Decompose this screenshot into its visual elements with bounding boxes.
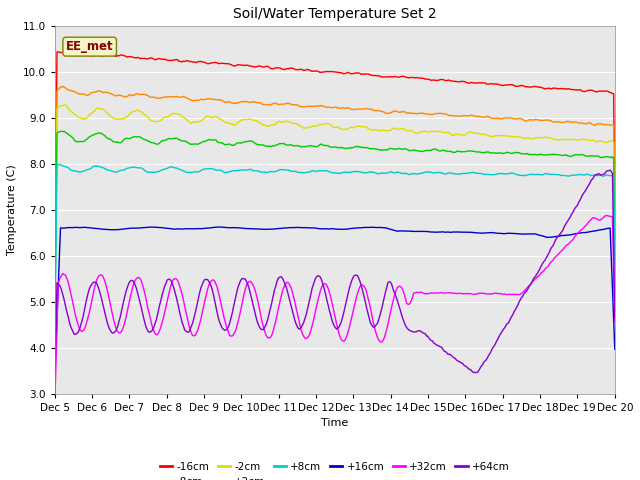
-16cm (226, 61, 234, 67)
+64cm (364, 311, 372, 317)
Line: +8cm: +8cm (54, 165, 615, 348)
Text: EE_met: EE_met (66, 40, 113, 53)
+32cm (287, 285, 294, 290)
+2cm (611, 248, 619, 253)
-16cm (72, 48, 79, 54)
-2cm (61, 102, 69, 108)
+2cm (561, 152, 568, 158)
-16cm (463, 80, 471, 86)
-8cm (561, 120, 568, 125)
-16cm (392, 74, 400, 80)
-2cm (392, 126, 400, 132)
+32cm (51, 408, 58, 413)
+16cm (561, 233, 568, 239)
+32cm (391, 291, 399, 297)
-16cm (561, 86, 568, 92)
+8cm (288, 168, 296, 174)
+64cm (606, 167, 614, 173)
Line: +16cm: +16cm (54, 227, 615, 380)
Line: -16cm: -16cm (54, 51, 615, 291)
+16cm (226, 225, 234, 231)
Line: +32cm: +32cm (54, 216, 615, 410)
Line: +64cm: +64cm (54, 170, 615, 382)
-16cm (365, 72, 373, 77)
-2cm (463, 131, 471, 136)
+8cm (54, 162, 62, 168)
-2cm (226, 120, 234, 126)
+16cm (392, 228, 400, 234)
+8cm (611, 261, 619, 267)
+2cm (58, 128, 65, 134)
+2cm (288, 142, 296, 148)
Line: -8cm: -8cm (54, 86, 615, 311)
+64cm (559, 226, 567, 232)
+8cm (561, 173, 568, 179)
+16cm (216, 224, 223, 230)
+64cm (463, 364, 470, 370)
-8cm (365, 106, 373, 112)
-2cm (611, 237, 619, 242)
+8cm (51, 345, 58, 351)
+32cm (559, 246, 567, 252)
+2cm (365, 146, 373, 152)
+64cm (225, 323, 233, 328)
Title: Soil/Water Temperature Set 2: Soil/Water Temperature Set 2 (233, 7, 436, 21)
+8cm (226, 168, 234, 174)
-2cm (365, 126, 373, 132)
-16cm (51, 288, 58, 294)
+64cm (391, 291, 399, 297)
+2cm (51, 330, 58, 336)
+32cm (225, 331, 233, 336)
+64cm (51, 379, 58, 385)
+2cm (463, 148, 471, 154)
+16cm (365, 225, 373, 230)
-8cm (59, 84, 67, 89)
-8cm (463, 113, 471, 119)
Legend: -16cm, -8cm, -2cm, +2cm, +8cm, +16cm, +32cm, +64cm: -16cm, -8cm, -2cm, +2cm, +8cm, +16cm, +3… (156, 457, 514, 480)
+16cm (51, 377, 58, 383)
-2cm (288, 120, 296, 126)
+32cm (364, 295, 372, 301)
+32cm (611, 319, 619, 324)
Line: -2cm: -2cm (54, 105, 615, 321)
+8cm (463, 170, 471, 176)
-8cm (288, 102, 296, 108)
+16cm (463, 229, 471, 235)
+8cm (392, 169, 400, 175)
+64cm (611, 315, 619, 321)
+32cm (603, 213, 611, 218)
-16cm (288, 65, 296, 71)
-8cm (392, 108, 400, 114)
+8cm (365, 169, 373, 175)
-16cm (611, 200, 619, 206)
+2cm (226, 142, 234, 147)
Line: +2cm: +2cm (54, 131, 615, 333)
+16cm (611, 347, 619, 352)
-2cm (51, 318, 58, 324)
Y-axis label: Temperature (C): Temperature (C) (7, 165, 17, 255)
+2cm (392, 146, 400, 152)
-8cm (226, 99, 234, 105)
-2cm (561, 137, 568, 143)
+64cm (287, 302, 294, 308)
-8cm (51, 308, 58, 314)
X-axis label: Time: Time (321, 418, 348, 428)
+32cm (463, 290, 470, 296)
-8cm (611, 224, 619, 229)
+16cm (288, 225, 296, 230)
